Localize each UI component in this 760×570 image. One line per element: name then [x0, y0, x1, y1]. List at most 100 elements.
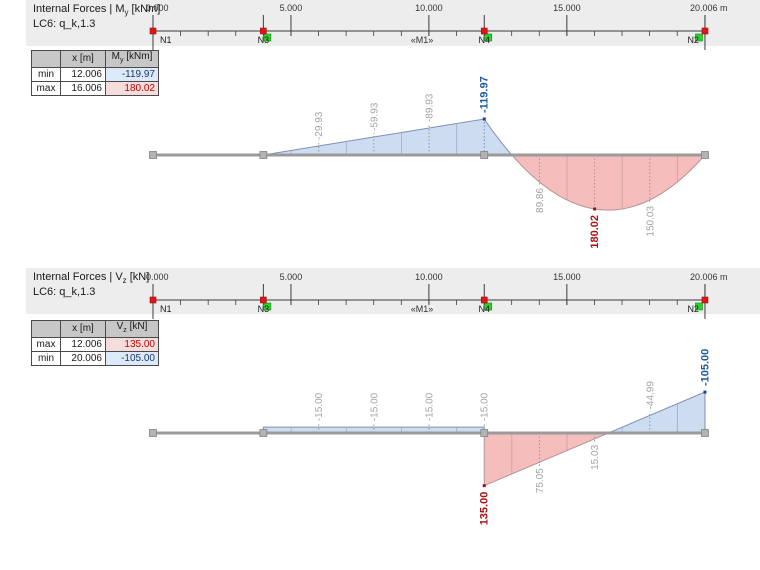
x-value-cell: 12.006 [60, 67, 106, 82]
support-marker[interactable] [263, 302, 272, 311]
extreme-point [593, 207, 597, 211]
node-marker[interactable] [480, 296, 488, 304]
table-row: min 12.006 -119.97 [31, 67, 159, 82]
beam-node-marker[interactable] [149, 151, 157, 159]
ruler-tick-label: 20.006 m [690, 272, 728, 282]
value-label: -29.93 [314, 111, 325, 140]
my-result-table: x [m] My [kNm] min 12.006 -119.97 max 16… [31, 50, 159, 96]
beam-node-marker[interactable] [701, 429, 709, 437]
vz-table-value-header: Vz [kN] [105, 320, 159, 338]
my-table-header-row: x [m] My [kNm] [31, 50, 159, 68]
row-label-cell: max [31, 81, 61, 96]
beam-node-marker[interactable] [149, 429, 157, 437]
diagram-region-negative[interactable] [262, 391, 706, 486]
value-label: 89.86 [535, 188, 546, 213]
x-value-cell: 16.006 [60, 81, 106, 96]
beam-node-marker[interactable] [259, 429, 268, 437]
value-label: -105.00 [699, 349, 711, 386]
node-marker[interactable] [260, 27, 267, 35]
ruler-tick-label: 10.000 [415, 272, 443, 282]
my-value-header-sub: y [119, 57, 124, 64]
value-label: -89.93 [425, 93, 436, 122]
vz-value-header-sub: z [123, 327, 127, 334]
my-panel-loadcase: LC6: q_k,1.3 [33, 18, 96, 30]
vz-diagram-group: 0.000 5.000 10.000 15.000 20.006 m N1 N3 N4 N2 «M… [146, 272, 727, 525]
node-label: N2 [687, 304, 699, 314]
x-value-cell: 20.006 [60, 351, 106, 366]
node-marker[interactable] [149, 296, 157, 304]
node-marker[interactable] [480, 27, 488, 35]
force-value-cell: 180.02 [105, 81, 159, 96]
extreme-point [703, 390, 707, 394]
node-label: N1 [160, 304, 172, 314]
vz-result-table: x [m] Vz [kN] max 12.006 135.00 min 20.0… [31, 320, 159, 366]
table-row: max 16.006 180.02 [31, 81, 159, 96]
beam-node-marker[interactable] [701, 151, 709, 159]
ruler-tick-label: 15.000 [553, 272, 581, 282]
vz-table-x-header: x [m] [60, 320, 106, 338]
ruler-tick-label: 15.000 [553, 3, 581, 13]
force-value-cell: 135.00 [105, 337, 159, 352]
support-marker[interactable] [484, 33, 493, 42]
value-label: 15.03 [590, 444, 601, 469]
value-label: -59.93 [369, 102, 380, 131]
vz-value-header-suffix: [kN] [126, 321, 148, 332]
value-label: -15.00 [480, 392, 491, 421]
value-label: -119.97 [479, 76, 491, 113]
node-label: N2 [687, 35, 699, 45]
value-label: 180.02 [589, 215, 601, 249]
ruler-tick-label: 0.000 [146, 272, 169, 282]
my-table-value-header: My [kNm] [105, 50, 159, 68]
support-marker[interactable] [263, 33, 272, 42]
my-title-prefix: Internal Forces | M [33, 3, 125, 15]
force-value-cell: -119.97 [105, 67, 159, 82]
extreme-point [482, 484, 486, 488]
beam-node-marker[interactable] [480, 429, 489, 437]
my-panel-header-strip [26, 0, 760, 46]
node-marker[interactable] [149, 27, 157, 35]
my-title-sub: y [124, 8, 129, 18]
extreme-point [482, 117, 486, 121]
vz-table-header-row: x [m] Vz [kN] [31, 320, 159, 338]
my-diagram-group: 0.000 5.000 10.000 15.000 20.006 m N1 N3 N4 N2 «M… [146, 3, 727, 249]
vz-panel-header-strip [26, 268, 760, 314]
node-marker[interactable] [701, 27, 709, 35]
my-table-x-header: x [m] [60, 50, 106, 68]
ruler-tick-label: 10.000 [415, 3, 443, 13]
support-marker[interactable] [695, 33, 703, 42]
node-label: N3 [258, 35, 270, 45]
my-panel-title: Internal Forces | My [kNm] [33, 3, 160, 17]
ruler-tick-label: 5.000 [280, 3, 303, 13]
node-marker[interactable] [260, 296, 267, 304]
row-label-cell: min [31, 351, 61, 366]
value-label: -44.99 [645, 381, 656, 410]
beam-node-marker[interactable] [480, 151, 489, 159]
member-label: «M1» [411, 35, 434, 45]
vz-value-header-prefix: V [116, 321, 124, 332]
row-label-cell: min [31, 67, 61, 82]
vz-panel-loadcase: LC6: q_k,1.3 [33, 286, 96, 298]
member-label: «M1» [411, 304, 434, 314]
node-label: N4 [478, 35, 490, 45]
beam-node-marker[interactable] [259, 151, 268, 159]
node-marker[interactable] [701, 296, 709, 304]
force-value-cell: -105.00 [105, 351, 159, 366]
support-marker[interactable] [484, 302, 493, 311]
vz-panel-title: Internal Forces | Vz [kN] [33, 271, 149, 285]
vz-title-prefix: Internal Forces | V [33, 271, 123, 283]
value-label: -15.00 [369, 392, 380, 421]
support-marker[interactable] [695, 302, 703, 311]
value-label: 150.03 [645, 206, 656, 237]
ruler-tick-label: 5.000 [280, 272, 303, 282]
vz-title-suffix: [kN] [126, 271, 150, 283]
my-title-suffix: [kNm] [128, 3, 161, 15]
row-label-cell: max [31, 337, 61, 352]
value-label: 135.00 [479, 492, 491, 526]
ruler-tick-label: 20.006 m [690, 3, 728, 13]
table-row: min 20.006 -105.00 [31, 351, 159, 366]
x-value-cell: 12.006 [60, 337, 106, 352]
ruler-tick-label: 0.000 [146, 3, 169, 13]
table-row: max 12.006 135.00 [31, 337, 159, 352]
